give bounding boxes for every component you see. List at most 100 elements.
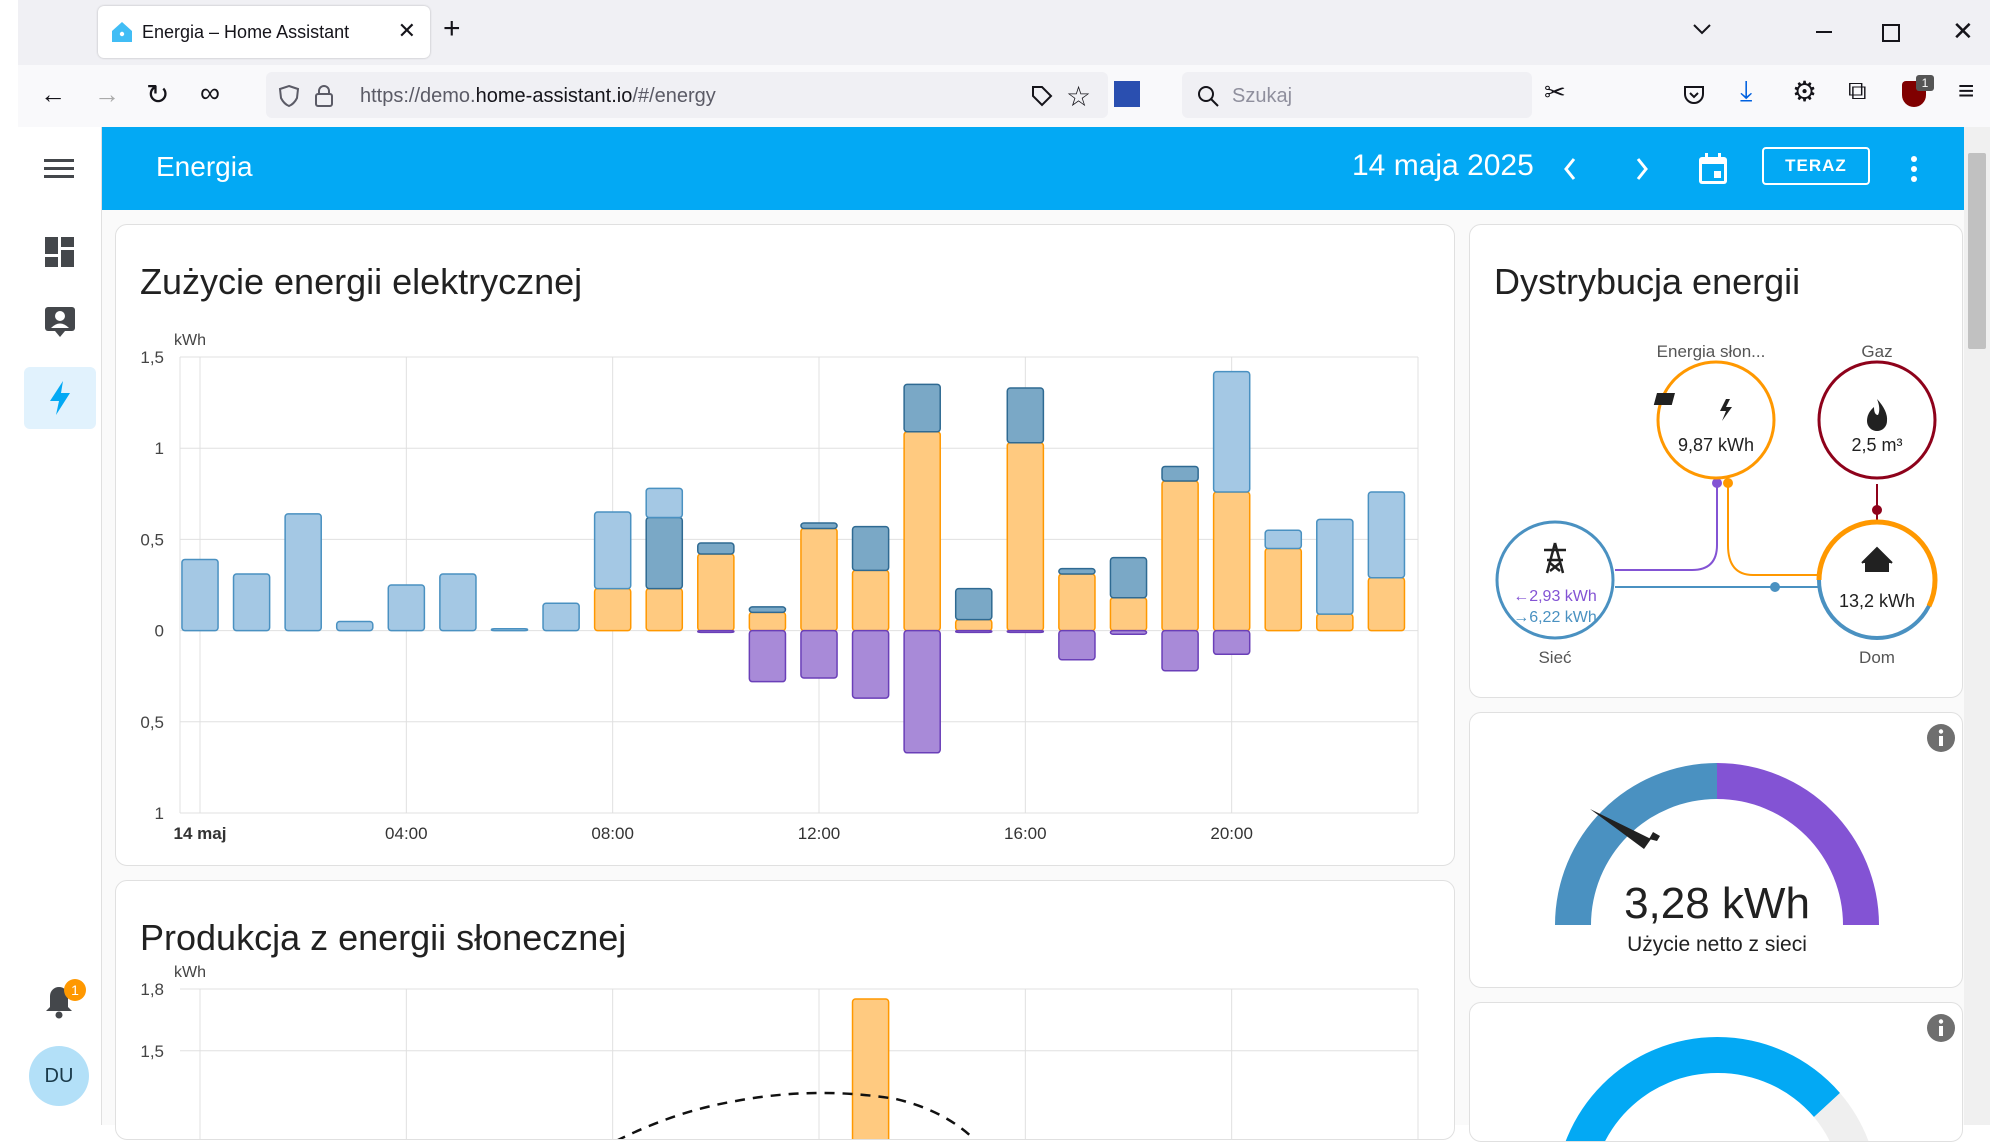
forecast-line <box>617 1091 976 1139</box>
bar-segment <box>1212 491 1251 632</box>
search-input[interactable] <box>1230 82 1514 110</box>
x-tick-label: 12:00 <box>798 824 841 843</box>
more-options-icon[interactable] <box>1910 155 1918 183</box>
browser-nav-bar: ← → ↻ ∞ https://demo.home-assistant.io/#… <box>18 65 1990 128</box>
home-node-value: 13,2 kWh <box>1839 591 1915 611</box>
info-icon[interactable] <box>1926 723 1956 753</box>
x-tick-label: 14 maj <box>174 824 227 843</box>
next-period-icon[interactable] <box>1634 157 1650 181</box>
solar-gauge-card <box>1469 1002 1963 1142</box>
url-text[interactable]: https://demo.home-assistant.io/#/energy <box>360 85 716 107</box>
minimize-icon[interactable] <box>1816 31 1832 33</box>
y-tick-label: 1,5 <box>140 1042 164 1061</box>
solar-production-chart[interactable]: 1,8 1,5 kWh <box>116 961 1454 1140</box>
extensions-puzzle-icon[interactable]: ⧉ <box>1848 75 1867 105</box>
bar-segment <box>903 629 941 754</box>
bar-segment <box>697 553 735 632</box>
info-icon[interactable] <box>1926 1013 1956 1043</box>
bar-segment <box>954 629 993 634</box>
grid-node-label: Sieć <box>1538 648 1572 667</box>
card-title: Produkcja z energii słonecznej <box>140 917 627 958</box>
close-tab-icon[interactable]: ✕ <box>397 18 416 43</box>
calendar-icon[interactable] <box>1698 153 1728 185</box>
bookmark-star-icon[interactable]: ☆ <box>1066 81 1092 112</box>
solar-gauge <box>1565 1036 1869 1141</box>
close-window-icon[interactable]: ✕ <box>1952 16 1974 46</box>
bar-segment <box>1006 441 1045 632</box>
home-assistant-icon <box>112 22 132 42</box>
bar-segment <box>387 584 426 632</box>
back-icon[interactable]: ← <box>40 79 66 109</box>
bar-segment <box>1212 629 1251 656</box>
bar-segment <box>1212 370 1251 493</box>
solar-power-icon <box>1653 393 1732 421</box>
bar-segment <box>697 629 735 634</box>
reload-icon[interactable]: ↻ <box>146 79 170 110</box>
app-menu-icon[interactable]: ≡ <box>1958 75 1975 106</box>
page-scrollbar[interactable] <box>1964 127 1990 1125</box>
y-tick-label: 0,5 <box>140 530 164 549</box>
lightning-icon <box>50 381 70 415</box>
energy-usage-chart[interactable]: 1,5 1 0,5 0 0,5 1 kWh 14 maj 04:00 08:00 12:00 16:0… <box>116 305 1454 865</box>
gauge-value: 3,28 kWh <box>1624 879 1810 928</box>
distribution-flow: Energia słon... 9,87 kWh Gaz 2,5 m³ ←2,9… <box>1495 342 1938 667</box>
overview-dashboard-icon[interactable] <box>45 237 75 267</box>
bar-segment <box>851 629 890 699</box>
list-tabs-icon[interactable] <box>1692 22 1712 36</box>
gauge-arc <box>1717 1036 1840 1117</box>
scrollbar-thumb[interactable] <box>1968 153 1986 349</box>
solar-node[interactable] <box>1656 360 1776 480</box>
grid-node[interactable] <box>1495 520 1615 640</box>
bar-segment <box>1006 387 1045 444</box>
url-bar[interactable]: https://demo.home-assistant.io/#/energy … <box>266 72 1108 118</box>
home-node-label: Dom <box>1859 648 1895 667</box>
shield-icon[interactable] <box>278 84 300 108</box>
grid-net-gauge-card: 3,28 kWh Użycie netto z sieci <box>1469 712 1963 988</box>
map-person-icon[interactable] <box>45 307 75 337</box>
search-bar[interactable] <box>1182 72 1532 118</box>
forward-icon[interactable]: → <box>94 79 120 109</box>
user-avatar[interactable]: DU <box>29 1046 89 1106</box>
energy-distribution-card: Dystrybucja energii Energia słon... 9,87… <box>1469 224 1963 698</box>
bar-segment <box>851 525 890 572</box>
bar-segment <box>593 511 632 590</box>
extension-icon[interactable] <box>1114 81 1140 107</box>
download-icon[interactable]: ⤓ <box>1740 75 1753 106</box>
bar-segment <box>1109 597 1148 632</box>
gauge-needle <box>1590 809 1651 849</box>
net-gauge: 3,28 kWh Użycie netto z sieci <box>1555 763 1879 956</box>
y-tick-label: 1 <box>155 439 164 458</box>
bar-segment <box>284 513 322 632</box>
flow-dot <box>1872 505 1882 515</box>
pocket-icon[interactable] <box>1682 83 1706 107</box>
y-tick-label: 1,5 <box>140 348 164 367</box>
bar-segment <box>490 628 529 632</box>
settings-gear-icon[interactable]: ⚙ <box>1792 76 1818 107</box>
y-tick-label: 0 <box>155 622 164 641</box>
previous-period-icon[interactable] <box>1562 157 1578 181</box>
bar-segment <box>1161 480 1199 632</box>
x-tick-label: 16:00 <box>1004 824 1047 843</box>
flow-dot <box>1770 582 1780 592</box>
maximize-icon[interactable] <box>1882 24 1900 42</box>
grid-return-value: ←2,93 kWh <box>1513 588 1597 605</box>
x-tick-label: 20:00 <box>1210 824 1253 843</box>
browser-tab[interactable]: Energia – Home Assistant ✕ <box>98 6 430 58</box>
y-tick-label: 1 <box>155 804 164 823</box>
bar-segment <box>1161 465 1199 482</box>
tag-icon[interactable] <box>1030 84 1054 108</box>
private-mask-icon[interactable]: ∞ <box>200 77 220 108</box>
sidebar-item-energy[interactable] <box>24 367 96 429</box>
menu-icon[interactable] <box>44 157 74 181</box>
lock-icon[interactable] <box>314 84 334 108</box>
now-button[interactable]: TERAZ <box>1762 147 1870 185</box>
new-tab-icon[interactable]: + <box>443 12 461 45</box>
bar-segment <box>1006 629 1045 634</box>
bar-segment <box>800 522 838 530</box>
screenshot-icon[interactable]: ✂ <box>1544 77 1566 107</box>
bar-segment <box>232 573 271 632</box>
card-title: Zużycie energii elektrycznej <box>140 261 583 302</box>
card-title: Dystrybucja energii <box>1494 261 1801 302</box>
flow-dot <box>1712 478 1722 488</box>
bar-segment <box>903 383 941 433</box>
